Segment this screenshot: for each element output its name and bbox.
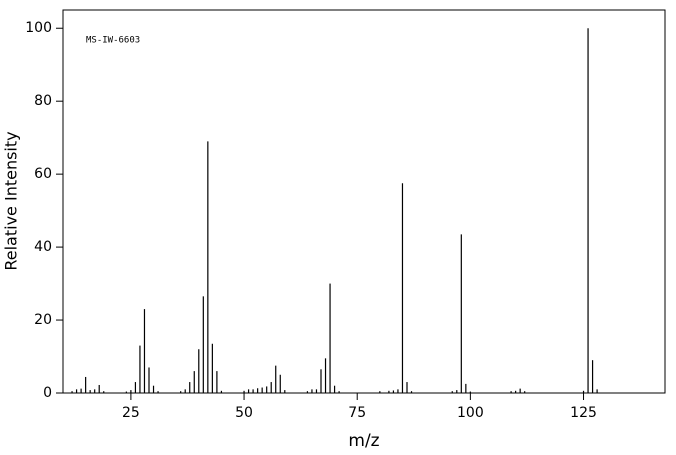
y-tick-label: 80 [34, 93, 52, 109]
x-tick-label: 100 [457, 405, 484, 421]
y-tick-label: 60 [34, 166, 52, 182]
x-tick-label: 50 [235, 405, 253, 421]
y-tick-label: 0 [43, 385, 52, 401]
y-tick-label: 20 [34, 312, 52, 328]
x-axis-label: m/z [348, 431, 379, 451]
x-tick-label: 125 [570, 405, 597, 421]
y-axis-label: Relative Intensity [2, 131, 21, 270]
x-tick-label: 75 [348, 405, 366, 421]
annotation: MS-IW-6603 [86, 36, 140, 46]
y-tick-label: 100 [25, 20, 52, 36]
plot-frame [62, 9, 666, 394]
y-tick-label: 40 [34, 239, 52, 255]
x-tick-label: 25 [122, 405, 140, 421]
